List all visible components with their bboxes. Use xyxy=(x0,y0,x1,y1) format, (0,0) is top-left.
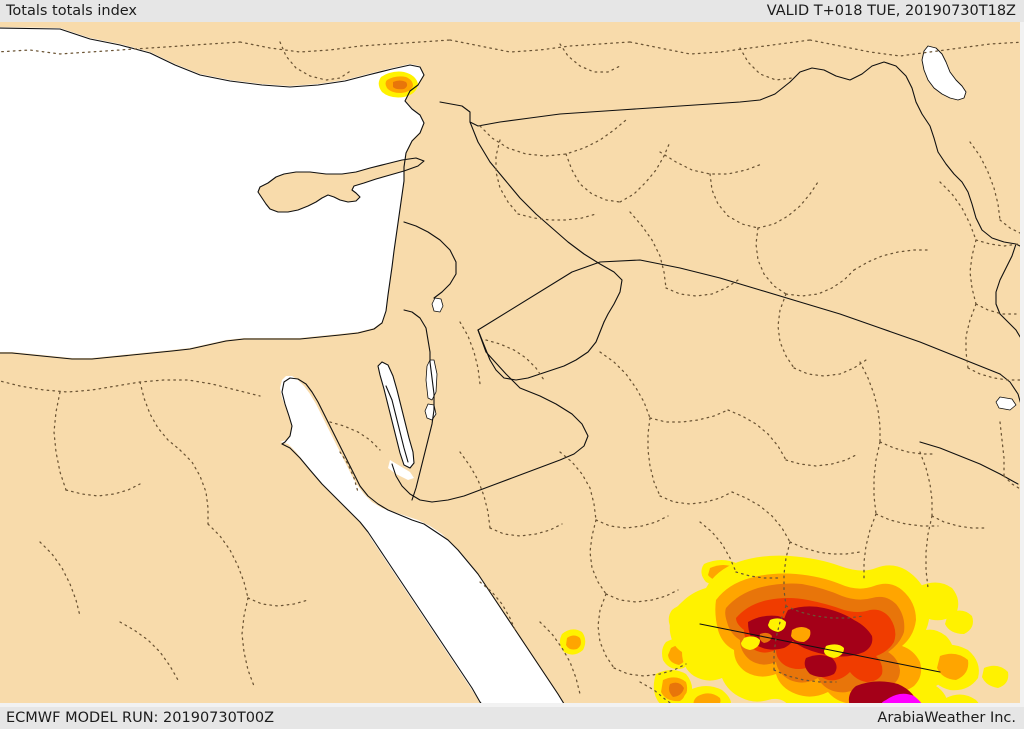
footer-band: ECMWF MODEL RUN: 20190730T00Z ArabiaWeat… xyxy=(0,707,1024,729)
coastline-layer xyxy=(0,27,1017,707)
header-band: Totals totals index VALID T+018 TUE, 201… xyxy=(0,0,1024,22)
contour-spot-central xyxy=(559,629,586,655)
contour-spot-turkish-coast xyxy=(378,71,418,98)
page-title: Totals totals index xyxy=(6,3,138,19)
valid-time-label: VALID T+018 TUE, 20190730T18Z xyxy=(766,3,1016,19)
contour-spots-east xyxy=(945,610,1009,688)
internal-borders-layer xyxy=(0,39,1024,707)
brand-attribution: ArabiaWeather Inc. xyxy=(877,710,1016,726)
model-run-label: ECMWF MODEL RUN: 20190730T00Z xyxy=(6,710,275,726)
heatmap-contour-layer xyxy=(378,71,1009,707)
map-viewport[interactable] xyxy=(0,22,1024,707)
national-borders-layer xyxy=(385,61,1024,673)
map-canvas[interactable] xyxy=(0,22,1024,707)
